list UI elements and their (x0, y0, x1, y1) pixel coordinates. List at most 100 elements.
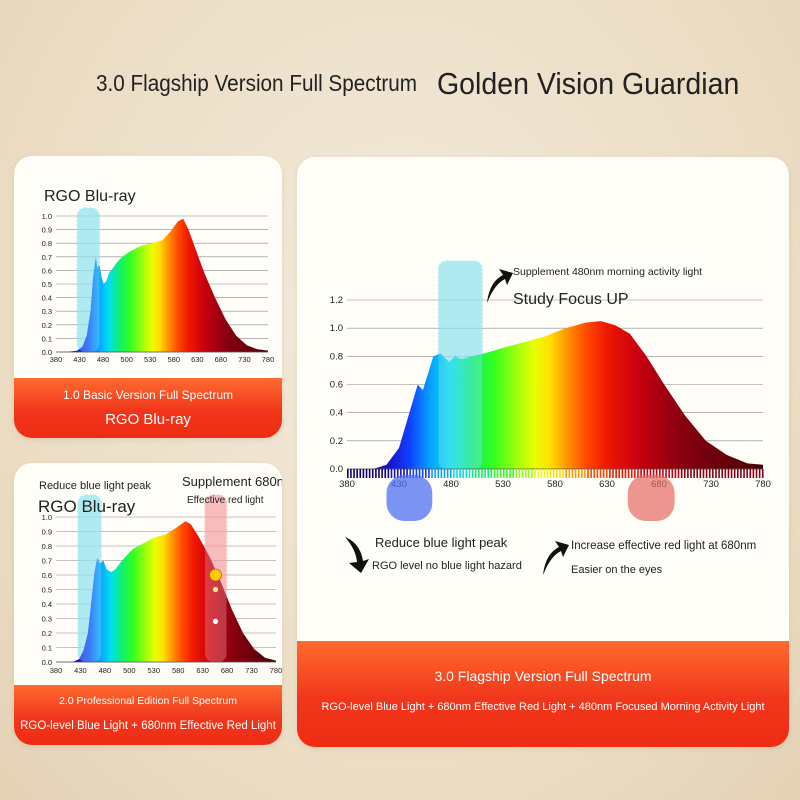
spectrum-tick (506, 469, 508, 478)
spectrum-tick (509, 469, 511, 478)
spectrum-tick (396, 469, 399, 478)
spectrum-tick (493, 469, 496, 478)
x-tick-label: 580 (547, 479, 563, 490)
spectrum-tick (440, 469, 443, 478)
spectrum-tick (556, 469, 558, 478)
spectrum-tick (712, 469, 714, 478)
x-tick-label: 430 (74, 666, 87, 675)
annotation-easier-on-eyes: Easier on the eyes (571, 564, 663, 576)
marker-dot (212, 586, 219, 593)
spectrum-tick (637, 469, 639, 478)
spectrum-tick (737, 469, 739, 478)
y-tick-label: 1.0 (330, 323, 343, 334)
spectrum-tick (630, 469, 633, 478)
spectrum-tick (562, 469, 564, 478)
x-tick-label: 530 (144, 355, 157, 364)
spectrum-tick (571, 469, 574, 478)
spectrum-tick (359, 469, 362, 478)
chart-label: RGO Blu-ray (38, 497, 136, 516)
x-tick-label: 730 (238, 355, 251, 364)
spectrum-tick (699, 469, 702, 478)
spectrum-tick (668, 469, 670, 478)
spectrum-tick (724, 469, 727, 478)
spectrum-tick (584, 469, 586, 478)
spectrum-tick (627, 469, 630, 478)
spectrum-chart-basic: 0.0 0.1 0.2 0.3 0.4 0.5 0.6 0.7 0.8 0.9 1.0 380 430 4… (42, 207, 274, 364)
band-line-1: 2.0 Professional Edition Full Spectrum (58, 695, 237, 707)
y-tick-label: 0.6 (330, 380, 343, 391)
spectrum-tick (375, 469, 377, 478)
spectrum-tick (540, 469, 543, 478)
note-reduce-blue: Reduce blue light peak (39, 480, 151, 492)
band-line-2: RGO-level Blue Light + 680nm Effective R… (321, 701, 765, 713)
headline: 3.0 Flagship Version Full Spectrum Golde… (0, 66, 800, 106)
spectrum-tick (743, 469, 745, 478)
y-tick-label: 0.8 (330, 351, 343, 362)
x-tick-label: 380 (339, 479, 355, 490)
spectrum-tick (680, 469, 683, 478)
annotation-no-blue-hazard: RGO level no blue light hazard (372, 560, 522, 572)
spectrum-tick (437, 469, 440, 478)
spectrum-tick (496, 469, 499, 478)
spectrum-tick (696, 469, 699, 478)
spectrum-tick (490, 469, 493, 478)
spectrum-tick (512, 469, 514, 478)
spectrum-tick (412, 469, 415, 478)
spectrum-tick (665, 469, 667, 478)
spectrum-tick (368, 469, 371, 478)
spectrum-tick (415, 469, 418, 478)
spectrum-tick (462, 469, 465, 478)
spectrum-tick (621, 469, 624, 478)
spectrum-tick (390, 469, 393, 478)
highlight-overlay (438, 261, 483, 469)
y-tick-label: 0.8 (42, 542, 52, 551)
spectrum-tick (593, 469, 596, 478)
spectrum-tick (708, 469, 711, 478)
y-tick-label: 0.9 (42, 226, 52, 235)
spectrum-tick (761, 469, 764, 478)
y-tick-label: 0.6 (42, 266, 52, 275)
spectrum-tick (453, 469, 455, 478)
y-tick-label: 0.2 (330, 436, 343, 447)
spectrum-tick (718, 469, 720, 478)
spectrum-tick (425, 469, 427, 478)
spectrum-tick (640, 469, 642, 478)
spectrum-tick (677, 469, 680, 478)
spectrum-tick (409, 469, 411, 478)
spectrum-tick (662, 469, 664, 478)
y-tick-label: 0.5 (42, 586, 52, 595)
spectrum-tick (347, 469, 349, 478)
spectrum-tick (577, 469, 580, 478)
spectrum-tick (618, 469, 621, 478)
y-tick-label: 0.4 (42, 600, 52, 609)
spectrum-tick (587, 469, 589, 478)
band-line-2: RGO Blu-ray (105, 411, 191, 428)
spectrum-tick (534, 469, 536, 478)
spectrum-tick (615, 469, 617, 478)
spectrum-tick (549, 469, 552, 478)
headline-left: 3.0 Flagship Version Full Spectrum (96, 70, 418, 96)
blue-zone (386, 475, 433, 521)
annotation-study-focus: Study Focus UP (513, 291, 629, 308)
band-line-1: 1.0 Basic Version Full Spectrum (62, 388, 234, 402)
spectrum-tick (471, 469, 474, 478)
spectrum-tick (749, 469, 752, 478)
y-tick-label: 0.6 (42, 571, 52, 580)
x-tick-label: 680 (221, 666, 234, 675)
spectrum-tick (468, 469, 471, 478)
spectrum-tick (683, 469, 686, 478)
x-tick-label: 530 (148, 666, 161, 675)
y-tick-label: 0.2 (42, 321, 52, 330)
spectrum-tick (721, 469, 723, 478)
spectrum-tick (605, 469, 608, 478)
card-basic-version: 0.0 0.1 0.2 0.3 0.4 0.5 0.6 0.7 0.8 0.9 1.0 380 430 4… (14, 156, 282, 438)
spectrum-area (56, 218, 268, 352)
arrow-down-icon (345, 537, 369, 573)
spectrum-tick (474, 469, 477, 478)
spectrum-tick (727, 469, 730, 478)
spectrum-tick (693, 469, 695, 478)
spectrum-tick (758, 469, 761, 478)
x-tick-label: 630 (196, 666, 209, 675)
spectrum-tick (702, 469, 705, 478)
y-tick-label: 0.4 (42, 294, 52, 303)
